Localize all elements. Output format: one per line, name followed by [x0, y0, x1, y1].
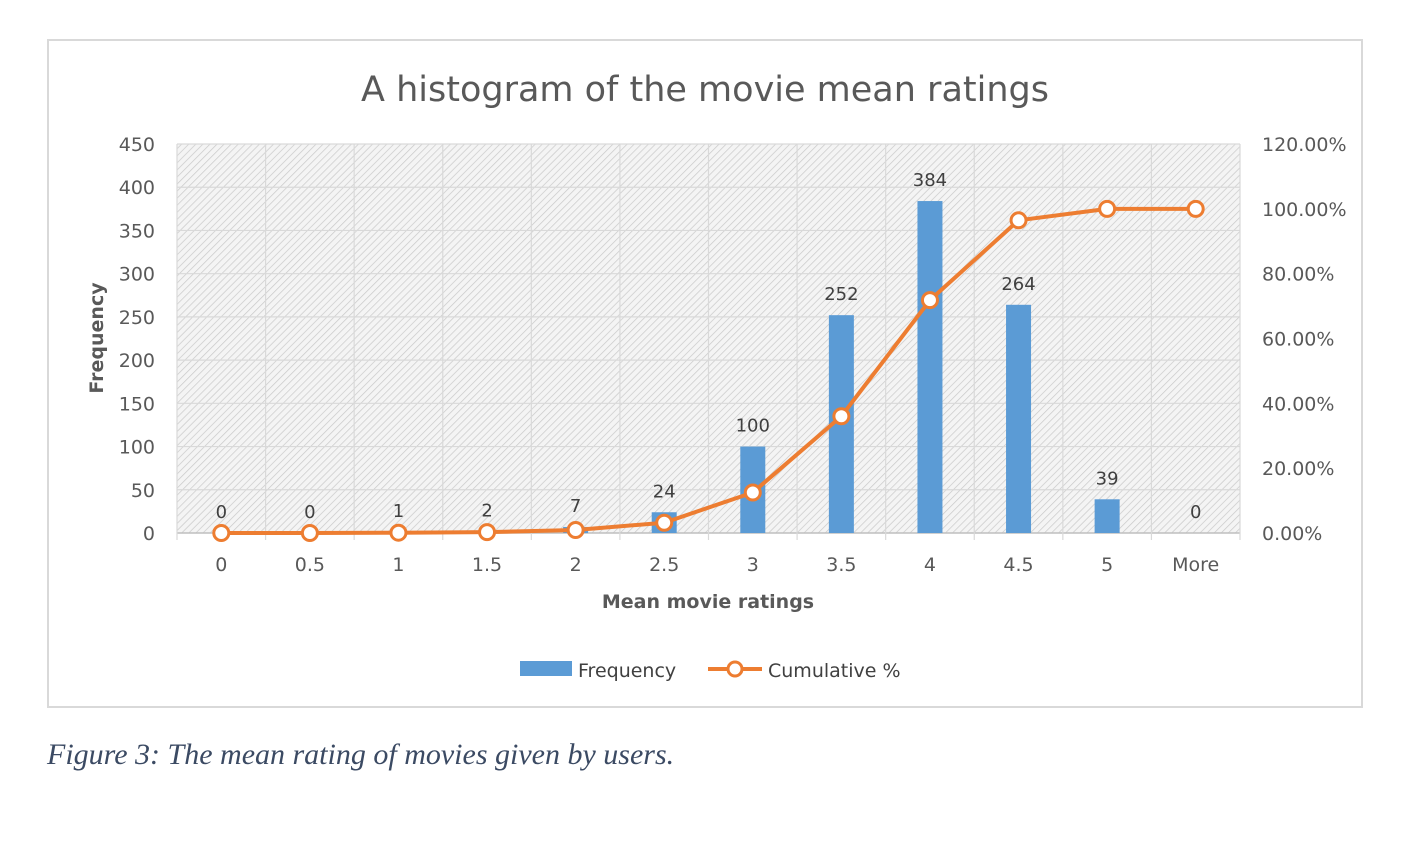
figure-caption: Figure 3: The mean rating of movies give… [47, 738, 675, 771]
cumulative-marker [743, 483, 762, 502]
cumulative-marker [832, 407, 851, 426]
legend-frequency-label: Frequency [578, 660, 676, 682]
bar-data-label: 0 [216, 502, 227, 523]
y-tick-label: 450 [119, 134, 155, 156]
x-tick-label: 0.5 [295, 554, 325, 576]
cumulative-line-path [221, 206, 1196, 535]
cumulative-marker [212, 524, 231, 542]
legend-cumulative-marker [726, 660, 744, 678]
y2-tick-label: 100.00% [1262, 199, 1347, 221]
y2-tick-label: 0.00% [1262, 523, 1322, 545]
x-tick-label: 1.5 [472, 554, 502, 576]
y-tick-label: 100 [119, 437, 155, 459]
x-tick-label: 4.5 [1003, 554, 1033, 576]
y-tick-label: 350 [119, 220, 155, 242]
bar-data-label: 7 [570, 496, 581, 517]
bar-data-label: 384 [913, 170, 947, 191]
bar-data-label: 264 [1001, 274, 1035, 295]
y2-tick-label: 80.00% [1262, 264, 1334, 286]
y-tick-label: 0 [143, 523, 155, 545]
cumulative-marker [389, 523, 408, 542]
cumulative-marker [920, 291, 939, 310]
cumulative-marker [1186, 199, 1205, 218]
legend: Frequency Cumulative % [520, 660, 901, 682]
cumulative-marker [478, 523, 497, 542]
x-tick-label: More [1172, 554, 1219, 576]
x-tick-label: 4 [924, 554, 936, 576]
bar [1006, 304, 1032, 533]
y2-tick-label: 20.00% [1262, 458, 1334, 480]
y2-tick-label: 120.00% [1262, 134, 1347, 156]
cumulative-marker [300, 524, 319, 542]
x-tick-label: 1 [392, 554, 404, 576]
x-tick-label: 2 [570, 554, 582, 576]
bar-data-label: 24 [653, 481, 676, 502]
bar-data-label: 1 [393, 501, 404, 522]
bar-data-label: 0 [1190, 502, 1201, 523]
y2-tick-label: 60.00% [1262, 329, 1334, 351]
y-tick-label: 300 [119, 264, 155, 286]
bar-data-label: 0 [304, 502, 315, 523]
bar-data-label: 100 [736, 416, 770, 437]
cumulative-line [212, 199, 1205, 542]
bar-data-label: 2 [481, 500, 492, 521]
gridlines [176, 143, 1241, 540]
bar-data-label: 39 [1096, 468, 1119, 489]
y-tick-label: 200 [119, 350, 155, 372]
legend-frequency-swatch [520, 661, 572, 676]
x-tick-label: 3.5 [826, 554, 856, 576]
cumulative-marker [1098, 199, 1117, 218]
x-tick-label: 0 [215, 554, 227, 576]
cumulative-marker [566, 520, 585, 539]
y-tick-label: 400 [119, 177, 155, 199]
y-tick-label: 250 [119, 307, 155, 329]
x-tick-label: 2.5 [649, 554, 679, 576]
y-tick-label: 150 [119, 393, 155, 415]
legend-cumulative-label: Cumulative % [768, 660, 901, 682]
chart-title: A histogram of the movie mean ratings [361, 70, 1049, 110]
x-tick-label: 3 [747, 554, 759, 576]
y2-tick-label: 40.00% [1262, 393, 1334, 415]
labels: 0501001502002503003504004500.00%20.00%40… [119, 134, 1347, 576]
y-tick-label: 50 [131, 480, 155, 502]
x-axis-title: Mean movie ratings [602, 591, 814, 613]
x-tick-label: 5 [1101, 554, 1113, 576]
cumulative-marker [1009, 211, 1028, 230]
cumulative-marker [655, 513, 674, 532]
bar-data-label: 252 [824, 284, 858, 305]
bar [1094, 499, 1120, 533]
y-axis-title: Frequency [86, 282, 108, 394]
bar [917, 201, 943, 533]
